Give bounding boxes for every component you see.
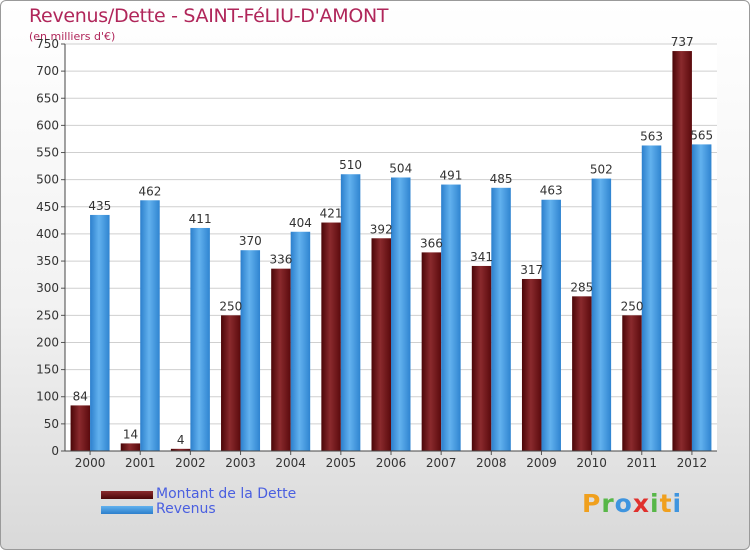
x-tick-label: 2000 (75, 456, 106, 470)
bar-revenus-2012 (691, 144, 712, 452)
data-label-revenus: 563 (640, 129, 663, 143)
x-tick-label: 2008 (476, 456, 507, 470)
logo-letter: P (582, 489, 602, 518)
bar-dette-2008 (471, 265, 492, 451)
data-label-revenus: 411 (189, 212, 212, 226)
x-tick-label: 2001 (125, 456, 156, 470)
bar-revenus-2002 (190, 227, 210, 451)
y-tick-label: 100 (36, 390, 59, 404)
bar-revenus-2000 (90, 214, 110, 451)
x-tick-label: 2010 (576, 456, 607, 470)
bar-dette-2010 (572, 296, 592, 451)
y-tick-label: 0 (51, 444, 59, 458)
y-tick-label: 550 (36, 146, 59, 160)
bar-revenus-2007 (441, 184, 461, 451)
legend-swatch-dette (101, 491, 153, 499)
bar-dette-2006 (371, 238, 391, 451)
data-label-revenus: 565 (690, 128, 713, 142)
x-tick-label: 2006 (376, 456, 407, 470)
y-tick-label: 700 (36, 64, 59, 78)
bar-dette-2007 (421, 252, 442, 451)
data-label-dette: 317 (520, 263, 543, 277)
bar-revenus-2008 (491, 187, 511, 451)
bar-dette-2003 (221, 315, 241, 451)
y-tick-label: 750 (36, 37, 59, 51)
y-tick-label: 600 (36, 118, 59, 132)
data-label-dette: 84 (73, 389, 88, 403)
x-tick-label: 2004 (275, 456, 306, 470)
legend-label-dette: Montant de la Dette (156, 486, 297, 502)
x-tick-label: 2009 (526, 456, 557, 470)
y-tick-label: 350 (36, 254, 59, 268)
data-label-revenus: 485 (490, 172, 513, 186)
data-label-revenus: 504 (389, 161, 412, 175)
data-label-revenus: 491 (439, 169, 462, 183)
bar-dette-2009 (521, 278, 542, 451)
y-tick-label: 150 (36, 363, 59, 377)
logo-letter: i (672, 489, 683, 518)
data-label-dette: 4 (177, 433, 185, 447)
data-label-revenus: 463 (540, 184, 563, 198)
data-label-revenus: 435 (88, 199, 111, 213)
y-tick-label: 450 (36, 200, 59, 214)
data-label-dette: 421 (320, 207, 343, 221)
data-label-revenus: 510 (339, 158, 362, 172)
legend-label-revenus: Revenus (156, 501, 216, 517)
data-label-revenus: 404 (289, 216, 312, 230)
y-tick-label: 650 (36, 91, 59, 105)
x-tick-label: 2011 (626, 456, 657, 470)
bar-revenus-2001 (140, 200, 160, 451)
bar-dette-2002 (170, 448, 191, 451)
bar-revenus-2006 (391, 177, 411, 451)
proxiti-logo: Proxiti (582, 489, 682, 518)
logo-letter: t (659, 489, 673, 518)
data-label-revenus: 462 (139, 184, 162, 198)
y-tick-label: 50 (44, 417, 59, 431)
data-label-dette: 250 (219, 299, 242, 313)
bar-dette-2004 (271, 268, 291, 451)
x-tick-label: 2005 (326, 456, 357, 470)
y-tick-label: 300 (36, 281, 59, 295)
y-tick-label: 500 (36, 173, 59, 187)
bar-dette-2011 (622, 315, 642, 451)
x-tick-label: 2003 (225, 456, 256, 470)
bar-revenus-2010 (591, 178, 612, 451)
logo-letter: r (601, 489, 615, 518)
data-label-dette: 737 (671, 35, 694, 49)
data-label-revenus: 502 (590, 163, 613, 177)
data-label-dette: 392 (370, 222, 393, 236)
data-label-dette: 285 (570, 280, 593, 294)
bar-dette-2000 (70, 405, 91, 451)
data-label-dette: 336 (269, 253, 292, 267)
data-label-dette: 366 (420, 236, 443, 250)
data-label-revenus: 370 (239, 234, 262, 248)
y-tick-label: 200 (36, 335, 59, 349)
chart-title: Revenus/Dette - SAINT-FéLIU-D'AMONT (29, 5, 389, 27)
x-tick-label: 2002 (175, 456, 206, 470)
bar-revenus-2009 (541, 199, 561, 451)
bar-revenus-2004 (290, 231, 311, 451)
bar-revenus-2003 (240, 250, 261, 451)
chart-subtitle: (en milliers d'€) (29, 30, 116, 43)
bar-revenus-2005 (340, 174, 361, 452)
logo-letter: o (614, 489, 633, 518)
bar-dette-2012 (672, 51, 692, 452)
y-tick-label: 250 (36, 308, 59, 322)
bar-dette-2005 (321, 222, 341, 451)
x-tick-label: 2012 (677, 456, 708, 470)
bar-revenus-2011 (641, 145, 662, 451)
x-tick-label: 2007 (426, 456, 457, 470)
bar-dette-2001 (120, 443, 141, 451)
logo-letter: x (632, 489, 650, 518)
data-label-dette: 250 (621, 299, 644, 313)
logo-letter: i (650, 489, 660, 518)
data-label-dette: 14 (123, 427, 138, 441)
y-tick-label: 400 (36, 227, 59, 241)
data-label-dette: 341 (470, 250, 493, 264)
legend-swatch-revenus (101, 506, 153, 514)
